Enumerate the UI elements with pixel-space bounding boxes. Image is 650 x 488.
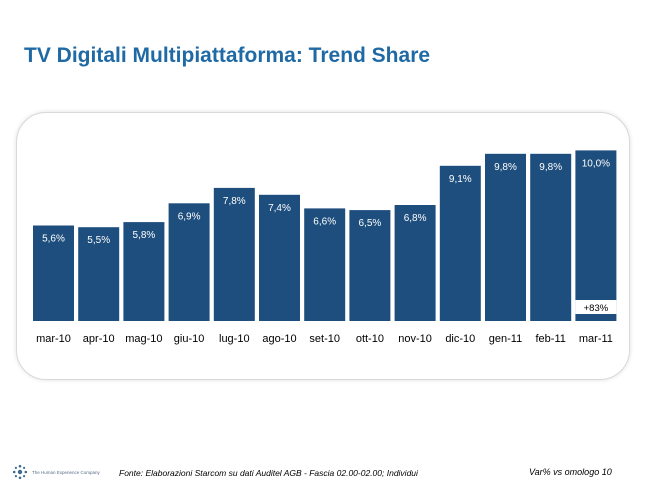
category-label-ott-10: ott-10 [356, 333, 384, 345]
bar-set-10 [304, 208, 346, 321]
value-label-dic-10: 9,1% [449, 174, 472, 185]
value-label-feb-11: 9,8% [539, 162, 562, 173]
bar-ago-10 [259, 194, 300, 321]
value-label-ott-10: 6,5% [359, 218, 382, 229]
category-label-gen-11: gen-11 [489, 333, 522, 345]
value-label-giu-10: 6,9% [178, 211, 201, 222]
chart-panel: 5,6% mar-10 5,5% apr-10 5,8% mag-10 6,9% giu-10… [16, 112, 630, 477]
category-label-dic-10: dic-10 [445, 333, 475, 345]
value-label-nov-10: 6,8% [404, 213, 427, 224]
category-label-feb-11: feb-11 [536, 333, 566, 345]
variation-note: Var% vs omologo 10 [529, 467, 612, 477]
category-label-nov-10: nov-10 [398, 333, 432, 345]
value-label-ago-10: 7,4% [268, 203, 291, 214]
bar-mar-10 [33, 225, 74, 321]
variation-box [575, 300, 617, 314]
value-label-set-10: 6,6% [313, 216, 336, 227]
bar-nov-10 [394, 205, 436, 321]
bar-mag-10 [123, 222, 165, 321]
bar-dic-10 [439, 165, 481, 321]
bar-ott-10 [349, 210, 391, 321]
variation-label: +83% [584, 303, 609, 314]
category-label-lug-10: lug-10 [219, 333, 250, 345]
category-label-giu-10: giu-10 [174, 333, 205, 345]
value-label-mar-10: 5,6% [42, 234, 65, 245]
value-label-gen-11: 9,8% [494, 162, 517, 173]
bar-lug-10 [213, 187, 255, 321]
bar-apr-10 [78, 227, 120, 321]
bar-giu-10 [168, 203, 210, 321]
category-label-ago-10: ago-10 [262, 333, 296, 345]
value-label-lug-10: 7,8% [223, 196, 246, 207]
bar-mar-11 [575, 150, 617, 321]
value-label-apr-10: 5,5% [87, 235, 110, 246]
company-name: The Human Experience Company [32, 469, 100, 475]
category-label-mag-10: mag-10 [125, 333, 162, 345]
category-label-set-10: set-10 [309, 333, 340, 345]
category-label-mar-10: mar-10 [36, 333, 71, 345]
company-logo-icon [12, 464, 28, 480]
category-label-mar-11: mar-11 [579, 333, 613, 345]
footer-brand: The Human Experience Company [12, 464, 100, 480]
source-note: Fonte: Elaborazioni Starcom su dati Audi… [119, 468, 418, 478]
page-title: TV Digitali Multipiattaforma: Trend Shar… [24, 44, 431, 67]
bar-gen-11 [485, 153, 526, 321]
category-label-apr-10: apr-10 [83, 333, 115, 345]
bar-feb-11 [530, 153, 572, 321]
value-label-mar-11: 10,0% [582, 158, 610, 169]
bar-chart: 5,6% mar-10 5,5% apr-10 5,8% mag-10 6,9% giu-10… [33, 150, 617, 345]
value-label-mag-10: 5,8% [133, 230, 156, 241]
